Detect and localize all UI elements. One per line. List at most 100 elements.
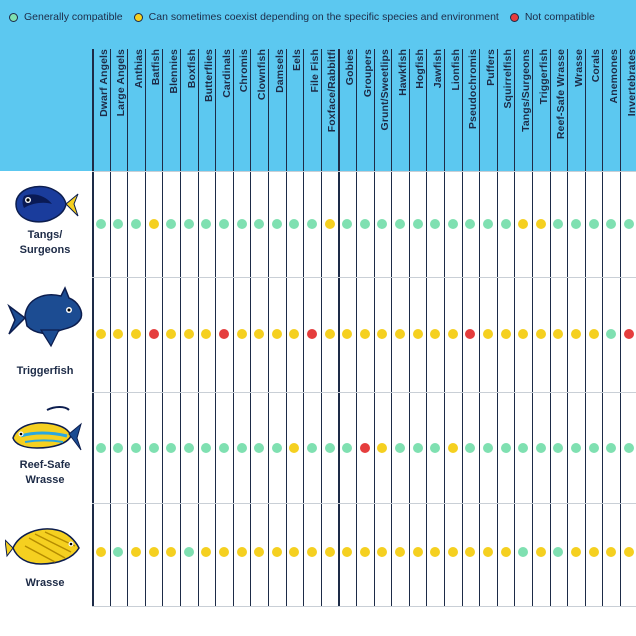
column-divider bbox=[197, 49, 199, 606]
compatibility-dot bbox=[447, 547, 458, 557]
compatibility-dot bbox=[236, 219, 247, 229]
compatibility-dot bbox=[324, 219, 335, 229]
column-header: Butterflies bbox=[199, 49, 216, 167]
compatibility-dot bbox=[571, 329, 581, 339]
column-header-label: Grunt/Sweetlips bbox=[379, 49, 392, 131]
compatibility-dot bbox=[95, 329, 106, 339]
compatibility-dot bbox=[623, 329, 634, 339]
column-divider bbox=[180, 49, 181, 606]
row-species-triggerfish: Triggerfish bbox=[0, 286, 90, 379]
row-divider bbox=[92, 392, 636, 393]
legend-label-not-compatible: Not compatible bbox=[524, 11, 595, 23]
column-header: Gobies bbox=[339, 49, 356, 167]
row-divider bbox=[92, 503, 636, 504]
compatibility-dot bbox=[535, 219, 546, 229]
wrasse-fish-icon bbox=[5, 528, 80, 565]
column-header: Pseudochromis bbox=[463, 49, 479, 167]
compatibility-dot bbox=[500, 443, 511, 453]
compatibility-dot bbox=[342, 443, 353, 453]
compatibility-dot bbox=[131, 443, 141, 453]
column-header: Large Angels bbox=[111, 49, 128, 167]
column-header-label: Wrasse bbox=[572, 49, 585, 87]
compatibility-dot bbox=[271, 547, 282, 557]
column-header: Hawkfish bbox=[392, 49, 409, 167]
compatibility-dot bbox=[623, 219, 634, 229]
compatibility-dot bbox=[465, 329, 476, 339]
row-label-tangs-1: Tangs/ bbox=[27, 229, 63, 241]
compatibility-dot bbox=[148, 547, 159, 557]
compatibility-dot bbox=[447, 443, 458, 453]
column-header: Cardinals bbox=[216, 49, 233, 167]
compatibility-dot bbox=[535, 547, 546, 557]
compatibility-dot bbox=[271, 219, 282, 229]
compatibility-dot bbox=[307, 547, 317, 557]
compatibility-dot bbox=[483, 329, 493, 339]
column-header: Damsels bbox=[269, 49, 286, 167]
column-header-label: File Fish bbox=[308, 49, 321, 93]
compatibility-dot bbox=[447, 219, 458, 229]
column-header: Wrasse bbox=[568, 49, 585, 167]
compatibility-dot bbox=[166, 219, 177, 229]
legend-item-not-compatible: Not compatible bbox=[509, 11, 595, 23]
compatibility-dot bbox=[271, 443, 282, 453]
column-header-label: Large Angels bbox=[115, 49, 128, 117]
compatibility-dot bbox=[359, 443, 370, 453]
column-header-label: Tangs/Surgeons bbox=[519, 49, 532, 132]
compatibility-dot bbox=[131, 329, 141, 339]
column-header: Grunt/Sweetlips bbox=[375, 49, 392, 167]
column-header: Blennies bbox=[163, 49, 180, 167]
column-header-label: Triggerfish bbox=[537, 49, 550, 105]
column-header: Dwarf Angels bbox=[93, 49, 110, 167]
column-header-label: Butterflies bbox=[203, 49, 216, 103]
column-header-label: Eels bbox=[291, 49, 304, 71]
column-divider bbox=[408, 49, 410, 606]
compatibility-dot bbox=[324, 443, 335, 453]
compatibility-dot bbox=[166, 329, 177, 339]
column-header: Hogfish bbox=[410, 49, 426, 167]
compatibility-dot bbox=[236, 443, 247, 453]
compatibility-dot bbox=[342, 219, 353, 229]
compatibility-dot bbox=[483, 219, 493, 229]
column-header: Triggerfish bbox=[533, 49, 550, 167]
column-divider bbox=[479, 49, 481, 606]
compatibility-dot bbox=[148, 329, 159, 339]
compatibility-dot bbox=[289, 219, 300, 229]
column-divider bbox=[215, 49, 217, 606]
row-label-wrasse: Wrasse bbox=[25, 577, 65, 589]
column-divider bbox=[144, 49, 146, 606]
column-divider bbox=[338, 49, 341, 606]
compatibility-dot bbox=[166, 547, 177, 557]
column-divider bbox=[549, 49, 551, 606]
compatibility-dot bbox=[553, 219, 564, 229]
compatibility-dot bbox=[430, 443, 441, 453]
row-species-wrasse: Wrasse bbox=[0, 518, 90, 591]
compatibility-dot bbox=[606, 443, 617, 453]
compatibility-dot bbox=[219, 329, 229, 339]
green-dot-icon bbox=[9, 12, 18, 22]
compatibility-dot bbox=[289, 547, 300, 557]
compatibility-dot bbox=[412, 329, 423, 339]
compatibility-dot bbox=[606, 547, 617, 557]
column-header: Groupers bbox=[357, 49, 374, 167]
column-divider bbox=[602, 49, 604, 606]
row-label-reef-safe-1: Reef-Safe bbox=[19, 459, 71, 471]
compatibility-dot bbox=[606, 219, 617, 229]
compatibility-dot bbox=[377, 443, 388, 453]
compatibility-dot bbox=[571, 547, 581, 557]
column-header-label: Blennies bbox=[167, 49, 180, 94]
compatibility-dot bbox=[113, 219, 124, 229]
column-header-label: Jawfish bbox=[431, 49, 444, 89]
compatibility-dot bbox=[148, 219, 159, 229]
column-divider bbox=[92, 49, 94, 606]
compatibility-dot bbox=[183, 547, 194, 557]
legend-item-sometimes: Can sometimes coexist depending on the s… bbox=[133, 11, 499, 23]
compatibility-dot bbox=[395, 443, 405, 453]
compatibility-dot bbox=[148, 443, 159, 453]
column-divider bbox=[268, 49, 269, 606]
compatibility-dot bbox=[131, 219, 141, 229]
column-divider bbox=[496, 49, 498, 606]
compatibility-dot bbox=[430, 329, 441, 339]
compatibility-dot bbox=[359, 219, 370, 229]
compatibility-dot bbox=[254, 219, 265, 229]
column-header: Boxfish bbox=[181, 49, 198, 167]
